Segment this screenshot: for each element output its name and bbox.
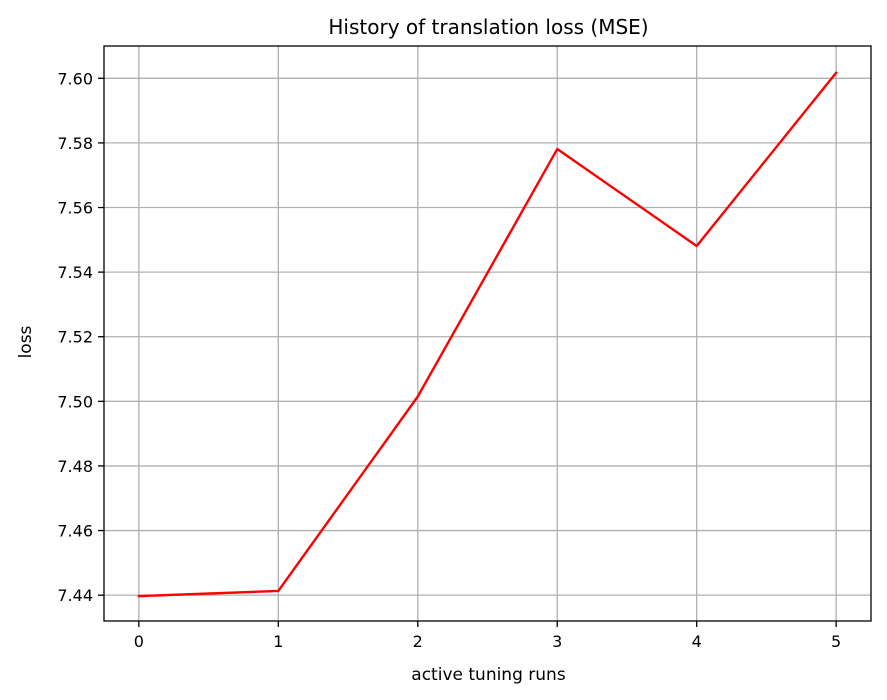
y-tick-label: 7.56 [57, 199, 93, 218]
grid [104, 46, 871, 621]
y-tick-label: 7.48 [57, 457, 93, 476]
x-tick-label: 2 [413, 632, 423, 651]
series-layer [137, 71, 838, 598]
y-axis-label: loss [16, 325, 36, 358]
chart-title: History of translation loss (MSE) [328, 15, 648, 39]
x-tick-label: 3 [552, 632, 562, 651]
y-tick-label: 7.52 [57, 328, 93, 347]
x-axis-label: active tuning runs [411, 665, 566, 685]
y-tick-label: 7.60 [57, 69, 93, 88]
y-tick-label: 7.58 [57, 134, 93, 153]
x-tick-label: 5 [831, 632, 841, 651]
y-tick-label: 7.46 [57, 522, 93, 541]
x-tick-label: 4 [692, 632, 702, 651]
x-tick-label: 1 [273, 632, 283, 651]
plot-frame [103, 45, 872, 622]
y-tick-label: 7.54 [57, 263, 93, 282]
tick-labels: 0 1 2 3 4 5 7.44 7.46 7.48 7.50 7.52 7.54 7.56 7.58 7.… [57, 69, 841, 651]
axes [98, 45, 872, 627]
y-tick-label: 7.44 [57, 586, 93, 605]
x-tick-label: 0 [134, 632, 144, 651]
series-line [137, 71, 838, 598]
y-tick-label: 7.50 [57, 392, 93, 411]
